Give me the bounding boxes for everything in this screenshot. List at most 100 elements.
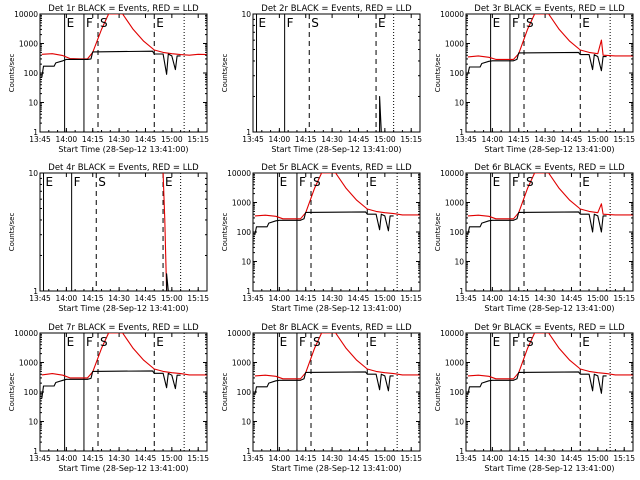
series-line-events bbox=[379, 95, 382, 132]
time-marker-label: E bbox=[493, 335, 501, 349]
x-tick-label: 15:15 bbox=[400, 454, 422, 463]
x-tick-label: 14:30 bbox=[321, 135, 343, 144]
y-tick-label: 100 bbox=[24, 69, 39, 78]
time-marker-label: E bbox=[582, 16, 590, 30]
plot-frame bbox=[252, 13, 421, 133]
time-marker-label: E bbox=[165, 175, 173, 189]
x-tick-label: 14:30 bbox=[534, 454, 556, 463]
y-tick-label: 10000 bbox=[227, 329, 251, 338]
time-marker-label: F bbox=[512, 16, 519, 30]
y-tick-label: 1 bbox=[33, 287, 38, 296]
y-tick-label: 1 bbox=[246, 447, 251, 456]
x-tick-label: 14:00 bbox=[56, 135, 78, 144]
y-tick-label: 1 bbox=[246, 287, 251, 296]
x-tick-label: 15:15 bbox=[187, 294, 209, 303]
x-tick-label: 14:15 bbox=[82, 135, 104, 144]
x-tick-label: 14:00 bbox=[269, 454, 291, 463]
y-tick-label: 100 bbox=[24, 388, 39, 397]
time-marker-label: E bbox=[493, 175, 501, 189]
x-tick-label: 14:15 bbox=[295, 294, 317, 303]
time-marker-label: E bbox=[493, 16, 501, 30]
y-tick-label: 100 bbox=[450, 388, 465, 397]
y-axis-label: Counts/sec bbox=[434, 373, 442, 412]
x-tick-label: 14:00 bbox=[482, 294, 504, 303]
chart-panel-7: Det 7r BLACK = Events, RED = LLD 1 10 100 10… bbox=[8, 323, 209, 473]
y-tick-label: 10 bbox=[454, 99, 464, 108]
x-axis-label: Start Time (28-Sep-12 13:41:00) bbox=[484, 145, 614, 154]
plot-frame bbox=[39, 172, 208, 292]
chart-title: Det 9r BLACK = Events, RED = LLD bbox=[474, 323, 625, 333]
y-tick-label: 100 bbox=[450, 69, 465, 78]
y-axis-label: Counts/sec bbox=[434, 213, 442, 252]
x-axis-label: Start Time (28-Sep-12 13:41:00) bbox=[58, 464, 188, 473]
y-tick-label: 10 bbox=[28, 169, 38, 178]
x-tick-label: 14:45 bbox=[348, 454, 370, 463]
x-axis-label: Start Time (28-Sep-12 13:41:00) bbox=[271, 145, 401, 154]
time-marker-label: F bbox=[86, 16, 93, 30]
x-axis-label: Start Time (28-Sep-12 13:41:00) bbox=[271, 304, 401, 313]
y-tick-label: 10000 bbox=[440, 329, 464, 338]
time-marker-label: S bbox=[526, 16, 534, 30]
time-marker-label: F bbox=[512, 175, 519, 189]
chart-panel-4: Det 4r BLACK = Events, RED = LLD 1 10 13:45… bbox=[8, 163, 209, 313]
x-tick-label: 13:45 bbox=[29, 135, 51, 144]
x-tick-label: 13:45 bbox=[455, 294, 477, 303]
x-tick-label: 15:15 bbox=[187, 135, 209, 144]
chart-panel-6: Det 6r BLACK = Events, RED = LLD 1 10 100 10… bbox=[434, 163, 635, 313]
x-tick-label: 15:00 bbox=[374, 294, 396, 303]
plot-area bbox=[467, 173, 633, 291]
x-tick-label: 14:00 bbox=[269, 135, 291, 144]
series-line-events bbox=[467, 211, 607, 236]
x-tick-label: 13:45 bbox=[242, 454, 264, 463]
chart-title: Det 7r BLACK = Events, RED = LLD bbox=[48, 323, 199, 333]
chart-title: Det 4r BLACK = Events, RED = LLD bbox=[48, 163, 199, 173]
x-tick-label: 14:45 bbox=[135, 454, 157, 463]
x-axis-label: Start Time (28-Sep-12 13:41:00) bbox=[58, 145, 188, 154]
time-marker-label: S bbox=[313, 335, 321, 349]
time-marker-label: S bbox=[100, 335, 108, 349]
x-axis-label: Start Time (28-Sep-12 13:41:00) bbox=[271, 464, 401, 473]
time-marker-label: E bbox=[156, 16, 164, 30]
time-marker-label: E bbox=[67, 16, 75, 30]
x-tick-label: 15:00 bbox=[161, 135, 183, 144]
y-tick-label: 10 bbox=[28, 418, 38, 427]
time-marker-label: F bbox=[299, 335, 306, 349]
x-tick-label: 14:30 bbox=[108, 135, 130, 144]
x-tick-label: 14:45 bbox=[561, 454, 583, 463]
x-tick-label: 14:00 bbox=[482, 454, 504, 463]
x-axis-label: Start Time (28-Sep-12 13:41:00) bbox=[484, 304, 614, 313]
x-tick-label: 14:30 bbox=[108, 294, 130, 303]
time-marker-label: F bbox=[299, 175, 306, 189]
chart-panel-9: Det 9r BLACK = Events, RED = LLD 1 10 100 10… bbox=[434, 323, 635, 473]
y-tick-label: 10000 bbox=[14, 329, 38, 338]
series-line-events bbox=[254, 371, 394, 396]
x-tick-label: 15:00 bbox=[374, 135, 396, 144]
y-tick-label: 10 bbox=[241, 418, 251, 427]
y-tick-label: 10000 bbox=[440, 169, 464, 178]
plot-area bbox=[43, 173, 182, 291]
x-tick-label: 15:15 bbox=[613, 454, 635, 463]
chart-title: Det 3r BLACK = Events, RED = LLD bbox=[474, 4, 625, 14]
plot-area bbox=[41, 14, 207, 132]
x-tick-label: 14:00 bbox=[56, 454, 78, 463]
x-tick-label: 14:15 bbox=[295, 454, 317, 463]
series-line-lld bbox=[467, 173, 633, 220]
x-tick-label: 13:45 bbox=[242, 135, 264, 144]
time-marker-label: E bbox=[156, 335, 164, 349]
x-tick-label: 13:45 bbox=[455, 135, 477, 144]
y-tick-label: 10 bbox=[28, 99, 38, 108]
plot-area bbox=[41, 333, 207, 451]
y-tick-label: 10000 bbox=[14, 10, 38, 19]
chart-panel-1: Det 1r BLACK = Events, RED = LLD 1 10 100 10… bbox=[8, 4, 209, 154]
time-marker-label: E bbox=[582, 175, 590, 189]
x-tick-label: 13:45 bbox=[29, 454, 51, 463]
x-tick-label: 14:45 bbox=[348, 135, 370, 144]
x-tick-label: 15:15 bbox=[400, 135, 422, 144]
y-tick-label: 10 bbox=[454, 258, 464, 267]
chart-title: Det 2r BLACK = Events, RED = LLD bbox=[261, 4, 412, 14]
series-line-lld bbox=[41, 14, 207, 60]
series-line-lld bbox=[254, 173, 420, 220]
x-tick-label: 14:15 bbox=[508, 294, 530, 303]
time-marker-label: S bbox=[100, 16, 108, 30]
